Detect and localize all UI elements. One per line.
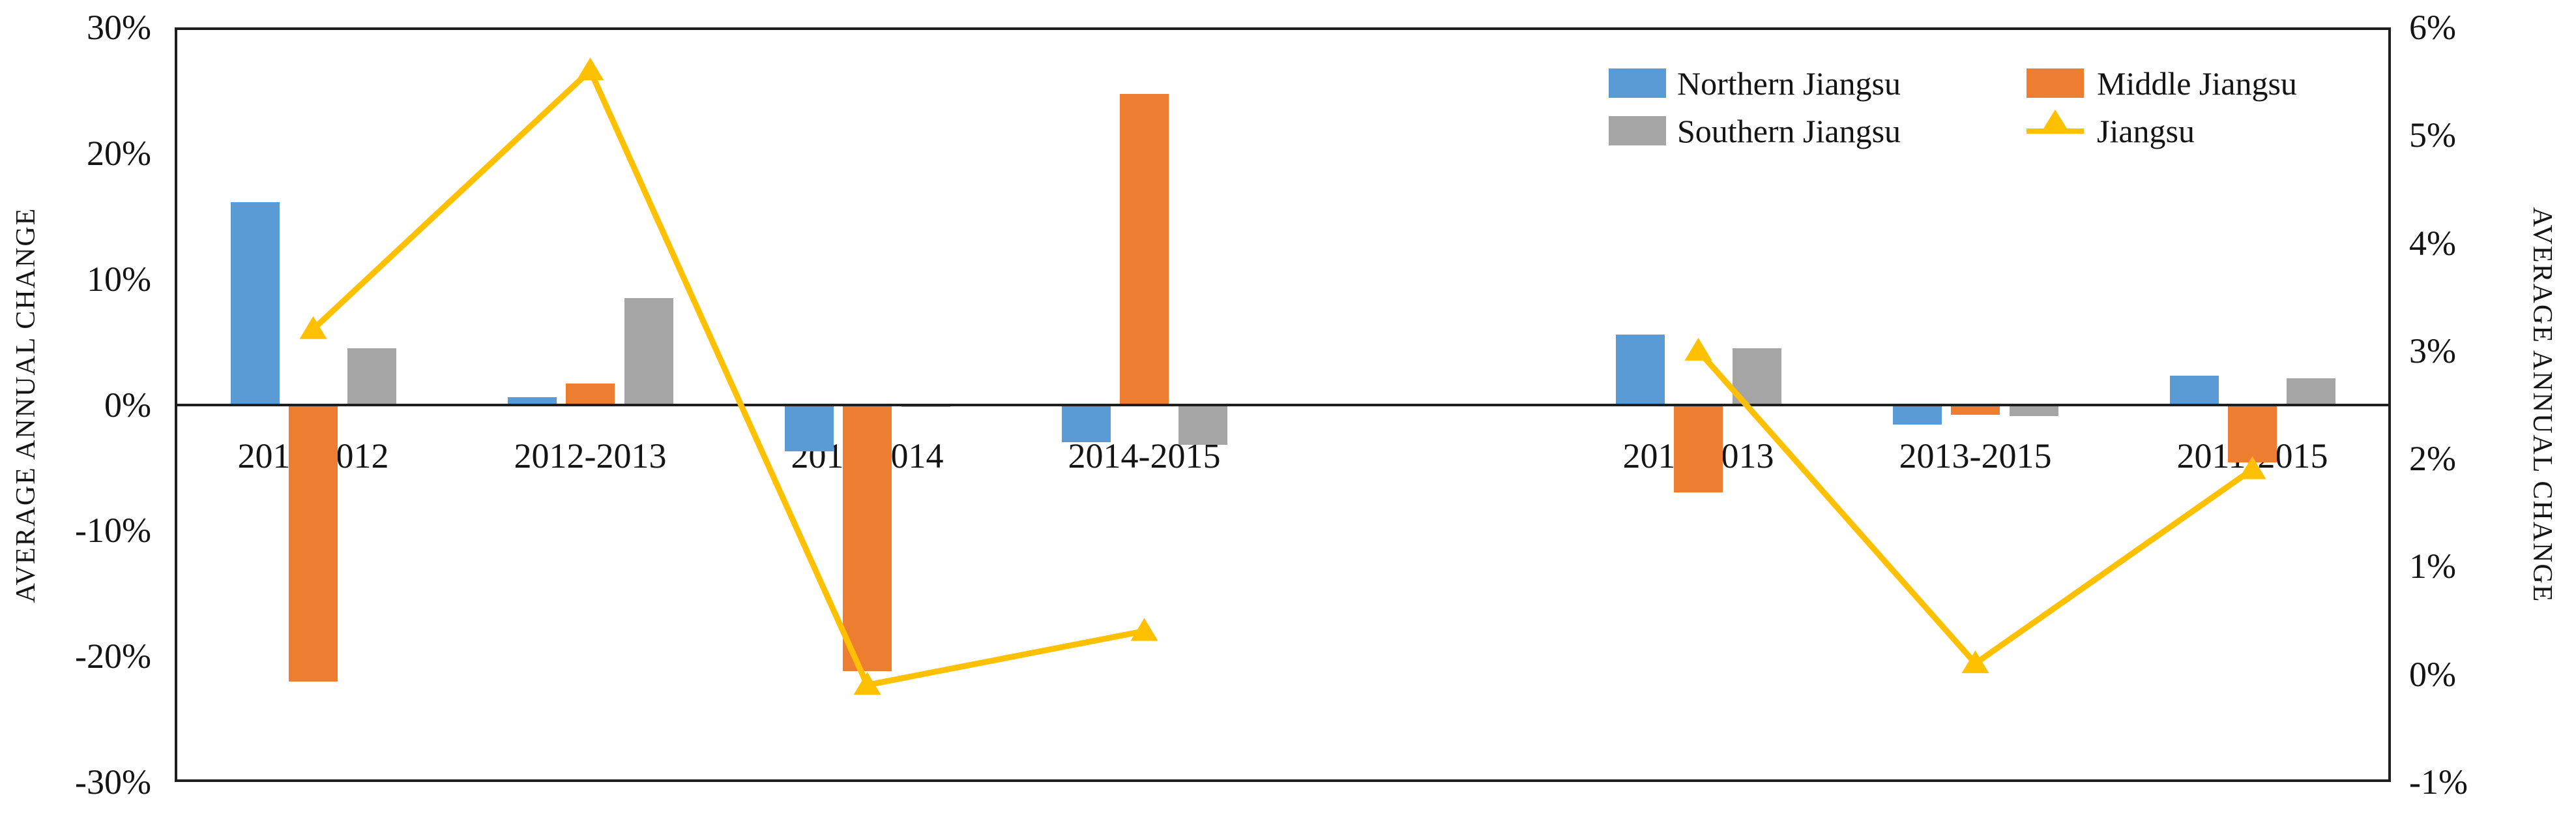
legend-label-northern-jiangsu: Northern Jiangsu <box>1677 65 1901 102</box>
bar-northern-jiangsu <box>1615 334 1665 405</box>
left-axis-tick: 30% <box>87 8 151 47</box>
jiangsu-line-segment <box>311 65 1145 689</box>
x-axis-label: 2012-2013 <box>514 436 667 475</box>
bar-middle-jiangsu <box>1674 404 1723 493</box>
bar-middle-jiangsu <box>2228 404 2277 463</box>
right-axis-tick: 6% <box>2409 8 2456 47</box>
bar-southern-jiangsu <box>624 297 673 405</box>
left-axis-tick: 20% <box>87 133 151 173</box>
legend-swatch-middle-jiangsu <box>2027 68 2084 98</box>
bar-southern-jiangsu <box>2286 378 2335 405</box>
left-axis-tick: -10% <box>75 511 151 550</box>
bar-northern-jiangsu <box>230 202 280 405</box>
triangle-marker <box>2238 456 2266 479</box>
left-axis-tick: 0% <box>104 385 151 425</box>
legend-triangle-icon <box>2042 110 2069 132</box>
right-axis-tick: 3% <box>2409 331 2456 370</box>
bar-southern-jiangsu <box>1178 404 1227 445</box>
legend-swatch-southern-jiangsu <box>1609 116 1666 145</box>
right-axis-tick: 5% <box>2409 115 2456 155</box>
bar-northern-jiangsu <box>1061 404 1111 443</box>
left-axis-tick: -20% <box>75 637 151 676</box>
right-axis-tick: 2% <box>2409 439 2456 479</box>
legend-label-middle-jiangsu: Middle Jiangsu <box>2097 65 2297 102</box>
bar-southern-jiangsu <box>2009 404 2058 416</box>
right-axis-tick: 0% <box>2409 654 2456 694</box>
legend-label-jiangsu: Jiangsu <box>2097 113 2195 149</box>
bar-northern-jiangsu <box>2169 376 2219 405</box>
triangle-marker <box>299 316 327 339</box>
jiangsu-line-segment <box>1696 348 2255 668</box>
triangle-marker <box>853 672 881 695</box>
triangle-marker <box>1684 337 1712 361</box>
bar-northern-jiangsu <box>784 404 834 451</box>
bar-middle-jiangsu <box>1120 94 1169 405</box>
bar-middle-jiangsu <box>843 404 892 672</box>
legend-swatch-northern-jiangsu <box>1609 68 1666 98</box>
legend-label-southern-jiangsu: Southern Jiangsu <box>1677 113 1901 149</box>
bar-southern-jiangsu <box>347 348 396 405</box>
bar-northern-jiangsu <box>1892 404 1942 425</box>
x-axis-label: 2013-2015 <box>1899 436 2052 475</box>
bar-middle-jiangsu <box>289 404 338 682</box>
triangle-marker <box>576 57 604 81</box>
left-axis-tick: 10% <box>87 259 151 299</box>
right-axis-tick: -1% <box>2409 762 2468 802</box>
zero-baseline <box>175 403 2391 406</box>
triangle-marker <box>1961 650 1989 674</box>
right-axis-tick: 1% <box>2409 547 2456 586</box>
left-axis-tick: -30% <box>75 762 151 802</box>
triangle-marker <box>1130 618 1158 641</box>
bar-northern-jiangsu <box>507 397 557 405</box>
right-axis-tick: 4% <box>2409 223 2456 263</box>
bar-middle-jiangsu <box>566 383 615 405</box>
bar-middle-jiangsu <box>1951 404 2000 415</box>
